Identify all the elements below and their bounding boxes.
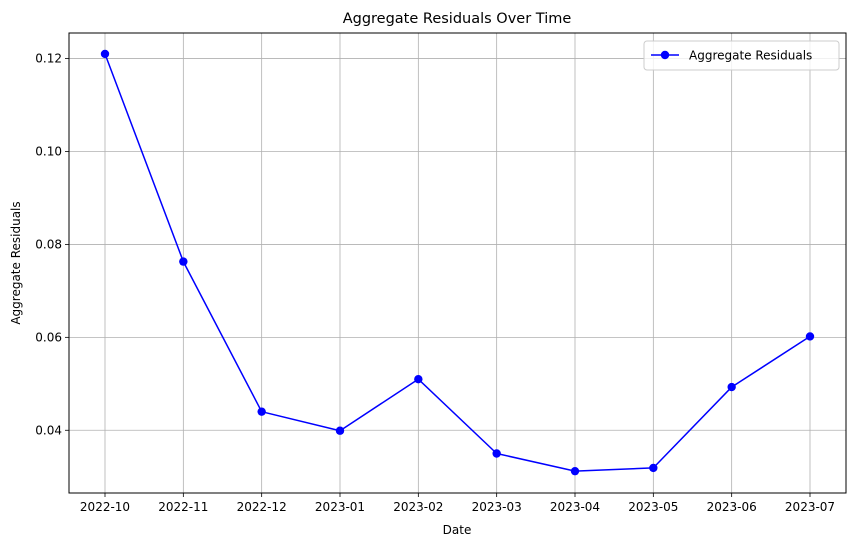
y-tick-label: 0.08 <box>35 237 62 251</box>
y-axis-ticks: 0.04 0.06 0.08 0.10 0.12 <box>35 52 69 437</box>
data-point-marker <box>570 466 580 476</box>
series-layer <box>100 49 815 476</box>
x-tick-label: 2023-04 <box>550 500 600 514</box>
x-tick-label: 2022-10 <box>80 500 130 514</box>
data-point-marker <box>649 463 658 473</box>
x-tick-label: 2023-05 <box>628 500 678 514</box>
y-axis-title: Aggregate Residuals <box>9 201 23 324</box>
y-tick-label: 0.06 <box>35 330 62 344</box>
data-point-marker <box>335 426 345 435</box>
data-point-marker <box>492 449 501 458</box>
plot-area-frame <box>68 32 847 494</box>
x-tick-label: 2023-06 <box>707 500 757 514</box>
y-tick-label: 0.12 <box>35 52 62 66</box>
x-axis-ticks: 2022-10 2022-11 2022-12 2023-01 2023-02 2023-… <box>80 493 835 514</box>
legend: Aggregate Residuals <box>643 40 840 71</box>
chart-title: Aggregate Residuals Over Time <box>343 11 572 27</box>
x-tick-label: 2023-07 <box>785 500 835 514</box>
y-tick-label: 0.10 <box>35 144 62 158</box>
y-tick-label: 0.04 <box>35 423 62 437</box>
legend-label: Aggregate Residuals <box>689 49 812 63</box>
series-line <box>104 53 811 472</box>
x-tick-label: 2023-02 <box>393 500 443 514</box>
data-point-marker <box>414 374 423 384</box>
x-tick-label: 2022-11 <box>158 500 208 514</box>
data-point-marker <box>100 49 110 59</box>
gridlines <box>69 33 846 493</box>
legend-box <box>643 40 840 71</box>
data-point-marker <box>179 257 188 266</box>
x-axis-title: Date <box>443 523 472 537</box>
data-point-marker <box>805 332 815 341</box>
data-point-marker <box>257 407 266 416</box>
x-tick-label: 2023-03 <box>472 500 522 514</box>
legend-marker-swatch <box>660 50 670 60</box>
data-point-marker <box>727 382 736 392</box>
x-tick-label: 2023-01 <box>315 500 365 514</box>
x-tick-label: 2022-12 <box>237 500 287 514</box>
